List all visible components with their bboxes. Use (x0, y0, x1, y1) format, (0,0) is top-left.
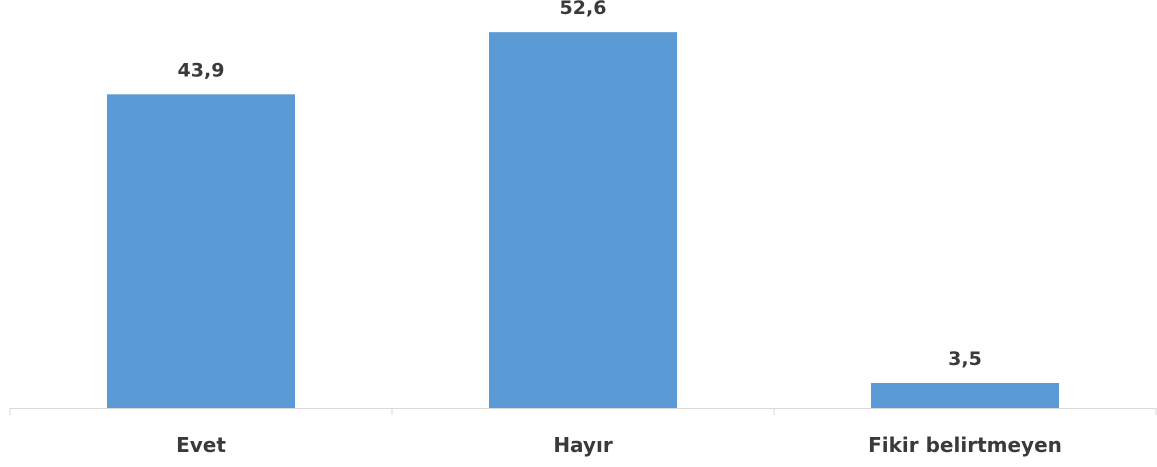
bars-group (107, 32, 1059, 409)
category-label: Evet (176, 433, 226, 457)
bar (107, 94, 295, 408)
bar (489, 32, 677, 409)
category-label: Fikir belirtmeyen (868, 433, 1062, 457)
bar-value-label: 3,5 (948, 348, 982, 370)
value-labels-group: 43,9 52,6 3,5 (178, 0, 982, 370)
x-axis (9, 408, 1157, 415)
bar-value-label: 43,9 (178, 59, 225, 81)
bar (871, 382, 1059, 408)
category-label: Hayır (553, 433, 613, 457)
category-labels-group: Evet Hayır Fikir belirtmeyen (176, 433, 1062, 457)
bar-value-label: 52,6 (560, 0, 607, 19)
